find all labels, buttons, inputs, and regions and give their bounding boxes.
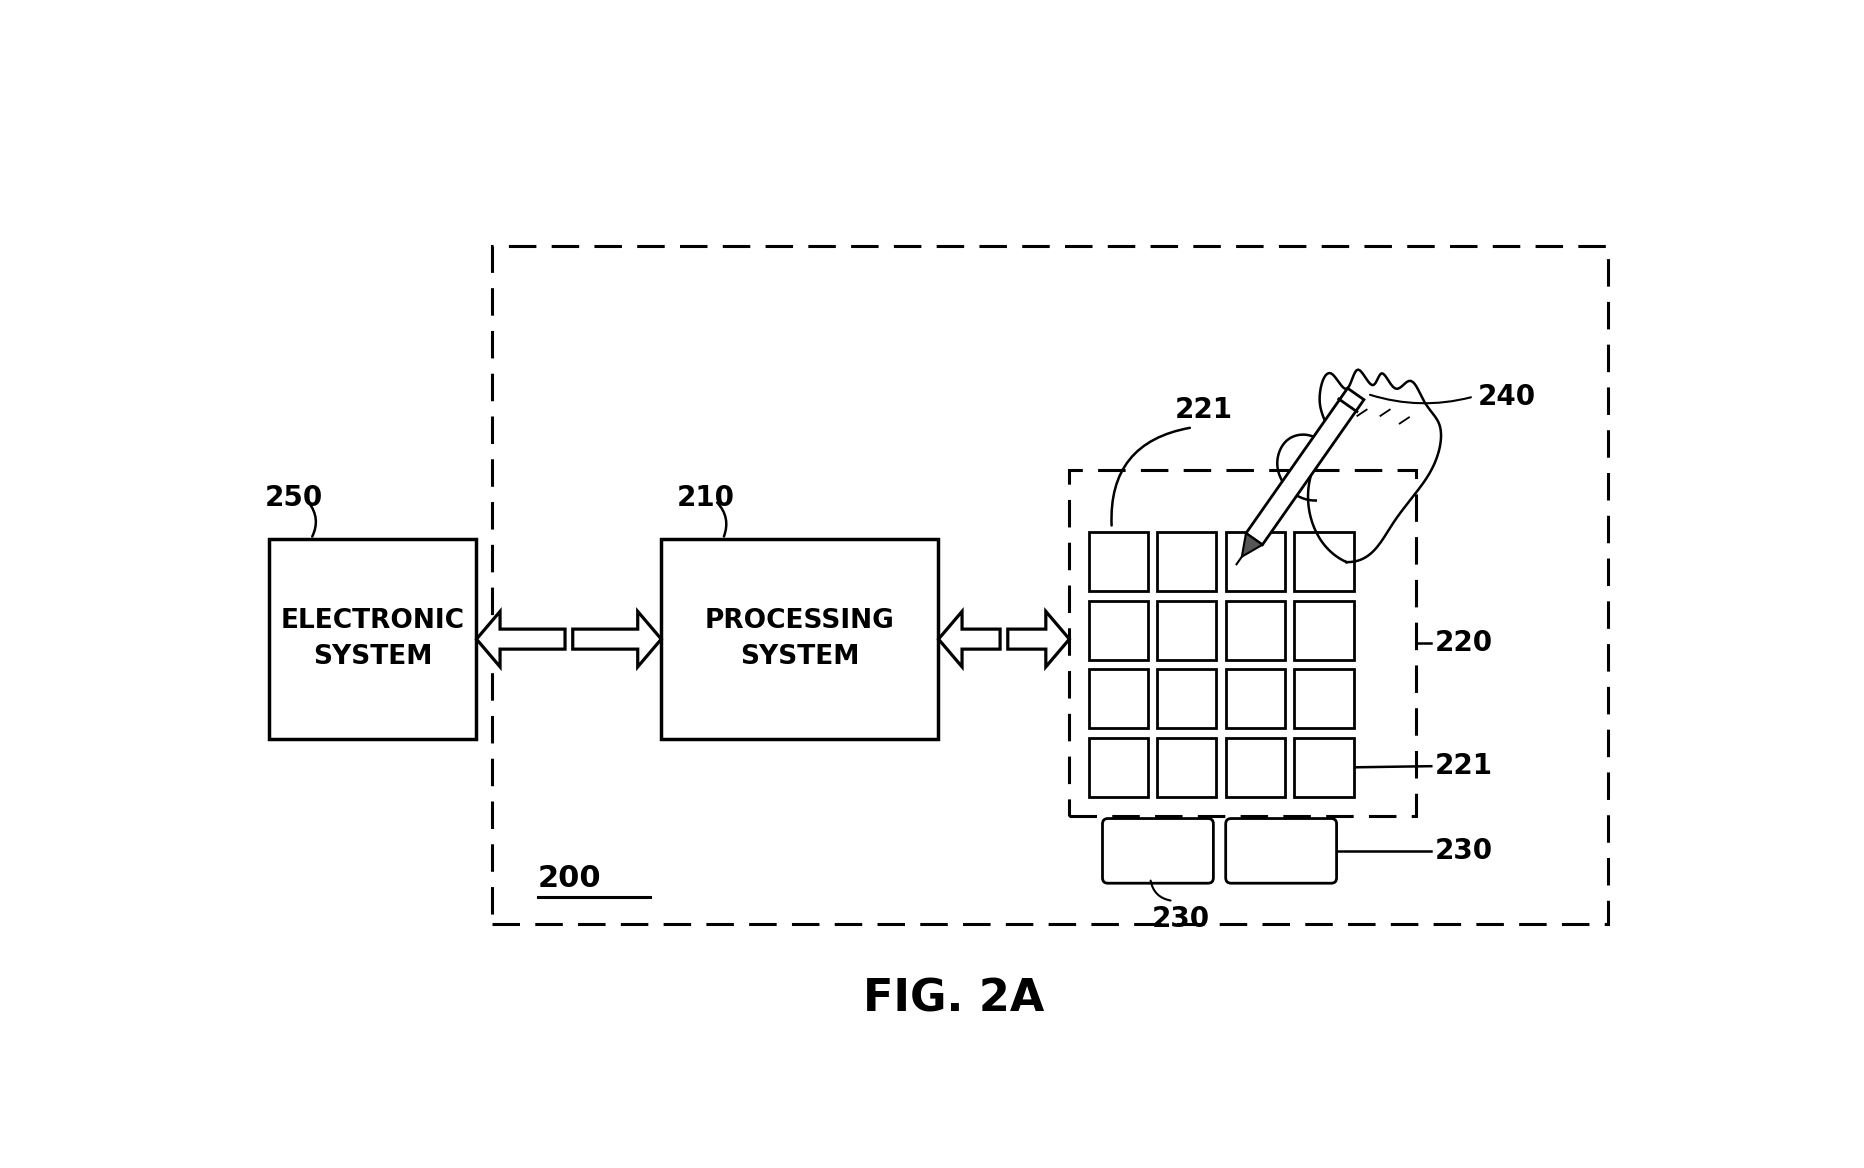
Polygon shape <box>938 611 999 667</box>
Bar <box>1156 738 1215 797</box>
Bar <box>1294 600 1353 660</box>
Bar <box>1089 600 1148 660</box>
Bar <box>1225 600 1284 660</box>
Bar <box>1225 669 1284 729</box>
Bar <box>492 246 1607 924</box>
Text: ELECTRONIC
SYSTEM: ELECTRONIC SYSTEM <box>280 609 464 670</box>
Bar <box>1156 600 1215 660</box>
Bar <box>268 538 475 739</box>
Text: 250: 250 <box>265 484 322 512</box>
Polygon shape <box>1241 534 1262 557</box>
Polygon shape <box>1007 611 1068 667</box>
Text: 230: 230 <box>1435 836 1493 864</box>
Text: 210: 210 <box>677 484 734 512</box>
Bar <box>662 538 938 739</box>
Bar <box>1225 533 1284 591</box>
Bar <box>1089 669 1148 729</box>
Bar <box>1156 669 1215 729</box>
FancyBboxPatch shape <box>1102 819 1213 883</box>
Text: 221: 221 <box>1435 752 1493 780</box>
Text: 200: 200 <box>539 864 602 894</box>
Bar <box>1294 738 1353 797</box>
Bar <box>1294 669 1353 729</box>
Text: 240: 240 <box>1476 383 1534 411</box>
FancyBboxPatch shape <box>1225 819 1336 883</box>
Text: 221: 221 <box>1174 396 1232 424</box>
Bar <box>1294 533 1353 591</box>
Text: PROCESSING
SYSTEM: PROCESSING SYSTEM <box>705 609 895 670</box>
Text: FIG. 2A: FIG. 2A <box>863 978 1044 1021</box>
Text: 220: 220 <box>1435 630 1493 656</box>
Bar <box>1225 738 1284 797</box>
Bar <box>1089 533 1148 591</box>
Polygon shape <box>1245 388 1363 544</box>
Bar <box>1089 738 1148 797</box>
Polygon shape <box>475 611 565 667</box>
Bar <box>1068 470 1415 816</box>
Text: 230: 230 <box>1152 905 1210 933</box>
Bar <box>1156 533 1215 591</box>
Polygon shape <box>572 611 662 667</box>
